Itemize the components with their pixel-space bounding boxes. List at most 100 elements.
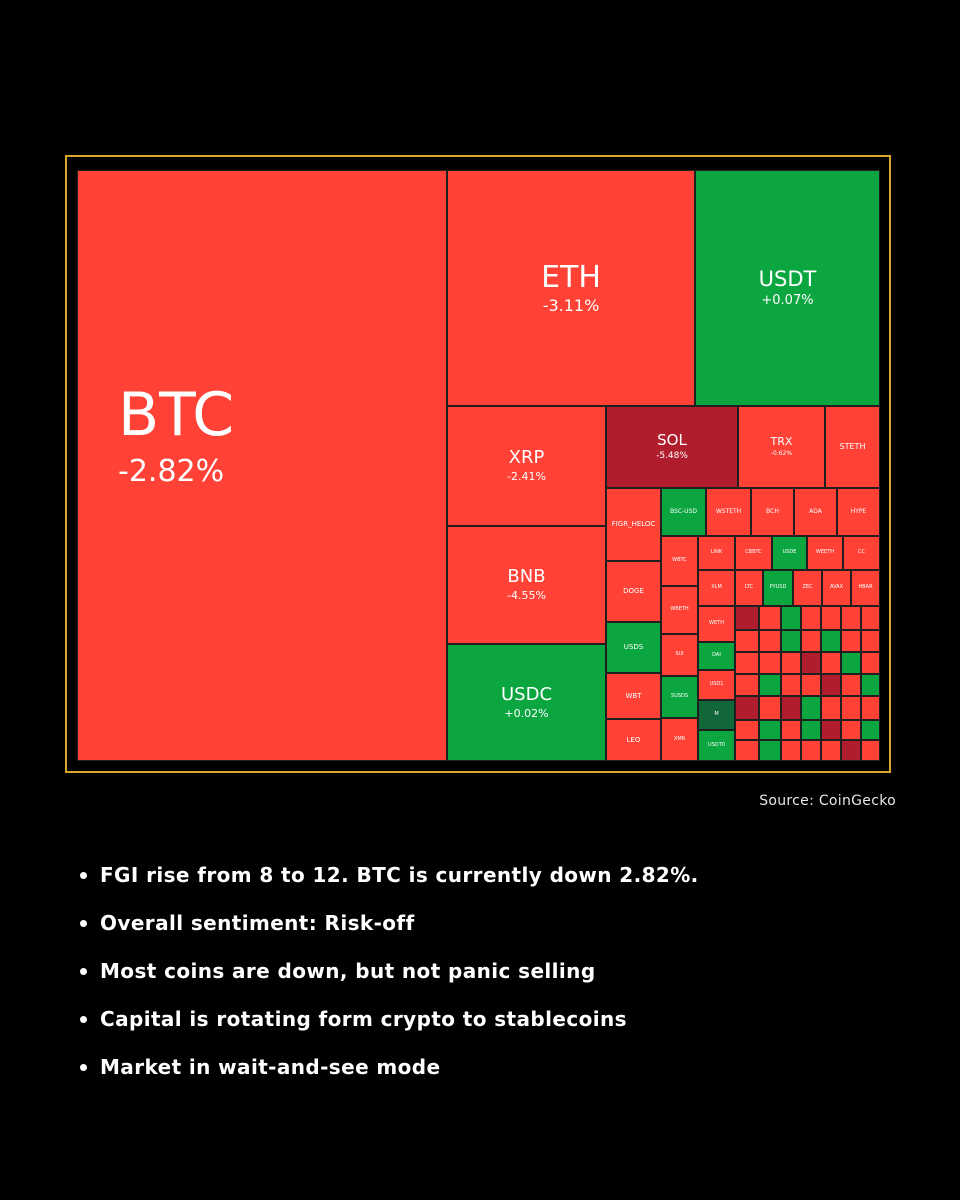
bullet-dot-icon (80, 1016, 87, 1023)
tile-sol[interactable]: SOL -5.48% (606, 406, 738, 488)
tile-wsteth[interactable]: WSTETH (706, 488, 751, 536)
tile-small[interactable] (759, 740, 781, 761)
tile-small[interactable] (781, 674, 801, 696)
tile-small[interactable] (861, 674, 880, 696)
tile-cbbtc[interactable]: CBBTC (735, 536, 772, 570)
tile-small[interactable] (821, 674, 841, 696)
tile-small[interactable] (801, 696, 821, 720)
tile-pyusd[interactable]: PYUSD (763, 570, 793, 606)
tile-cc[interactable]: CC (843, 536, 880, 570)
tile-trx[interactable]: TRX -0.62% (738, 406, 825, 488)
tile-wbeth[interactable]: WBETH (661, 586, 698, 634)
tile-small[interactable] (821, 696, 841, 720)
tile-dai[interactable]: DAI (698, 642, 735, 670)
tile-link[interactable]: LINK (698, 536, 735, 570)
tile-small[interactable] (759, 630, 781, 652)
tile-usds[interactable]: USDS (606, 622, 661, 673)
tile-usd1[interactable]: USD1 (698, 670, 735, 700)
tile-zec[interactable]: ZEC (793, 570, 822, 606)
tile-small[interactable] (841, 740, 861, 761)
tile-small[interactable] (821, 740, 841, 761)
tile-usdc[interactable]: USDC +0.02% (447, 644, 606, 761)
tile-small[interactable] (735, 630, 759, 652)
tile-small[interactable] (821, 606, 841, 630)
tile-doge[interactable]: DOGE (606, 561, 661, 622)
tile-m[interactable]: M (698, 700, 735, 730)
bullet-dot-icon (80, 1064, 87, 1071)
tile-usdt0[interactable]: USDT0 (698, 730, 735, 761)
tile-eth[interactable]: ETH -3.11% (447, 170, 695, 406)
tile-small[interactable] (841, 606, 861, 630)
tile-hbar[interactable]: HBAR (851, 570, 880, 606)
tile-wbtc[interactable]: WBTC (661, 536, 698, 586)
tile-small[interactable] (801, 720, 821, 740)
tile-figr-heloc[interactable]: FIGR_HELOC (606, 488, 661, 561)
tile-small[interactable] (861, 696, 880, 720)
tile-small[interactable] (841, 630, 861, 652)
tile-symbol: HYPE (850, 507, 867, 515)
tile-xlm[interactable]: XLM (698, 570, 735, 606)
tile-small[interactable] (735, 652, 759, 674)
tile-small[interactable] (801, 740, 821, 761)
tile-small[interactable] (759, 606, 781, 630)
tile-small[interactable] (841, 720, 861, 740)
tile-susds[interactable]: SUSDS (661, 676, 698, 718)
tile-steth[interactable]: STETH (825, 406, 880, 488)
tile-small[interactable] (759, 674, 781, 696)
tile-small[interactable] (821, 630, 841, 652)
tile-usdt[interactable]: USDT +0.07% (695, 170, 880, 406)
tile-ltc[interactable]: LTC (735, 570, 763, 606)
tile-usde[interactable]: USDE (772, 536, 807, 570)
tile-hype[interactable]: HYPE (837, 488, 880, 536)
tile-bsc-usd[interactable]: BSC-USD (661, 488, 706, 536)
tile-sui[interactable]: SUI (661, 634, 698, 676)
tile-symbol: ETH (541, 259, 601, 295)
tile-small[interactable] (861, 630, 880, 652)
tile-small[interactable] (841, 696, 861, 720)
tile-small[interactable] (735, 674, 759, 696)
tile-small[interactable] (801, 630, 821, 652)
tile-small[interactable] (759, 720, 781, 740)
tile-small[interactable] (735, 606, 759, 630)
tile-wbt[interactable]: WBT (606, 673, 661, 719)
tile-symbol: AVAX (829, 584, 844, 591)
tile-small[interactable] (841, 674, 861, 696)
tile-xmr[interactable]: XMR (661, 718, 698, 761)
tile-xrp[interactable]: XRP -2.41% (447, 406, 606, 526)
tile-small[interactable] (861, 740, 880, 761)
tile-symbol: USDC (500, 683, 553, 705)
tile-avax[interactable]: AVAX (822, 570, 851, 606)
tile-small[interactable] (735, 720, 759, 740)
tile-small[interactable] (781, 606, 801, 630)
tile-symbol: CC (858, 549, 865, 556)
tile-bnb[interactable]: BNB -4.55% (447, 526, 606, 644)
tile-small[interactable] (759, 652, 781, 674)
tile-small[interactable] (781, 630, 801, 652)
tile-small[interactable] (861, 652, 880, 674)
tile-small[interactable] (801, 674, 821, 696)
tile-small[interactable] (735, 740, 759, 761)
tile-small[interactable] (759, 696, 781, 720)
tile-small[interactable] (841, 652, 861, 674)
tile-small[interactable] (801, 652, 821, 674)
tile-small[interactable] (781, 652, 801, 674)
tile-bch[interactable]: BCH (751, 488, 794, 536)
tile-small[interactable] (861, 720, 880, 740)
tile-leo[interactable]: LEO (606, 719, 661, 761)
tile-small[interactable] (861, 606, 880, 630)
tile-small[interactable] (821, 652, 841, 674)
tile-symbol: USDS (623, 643, 644, 652)
tile-small[interactable] (801, 606, 821, 630)
tile-symbol: WETH (709, 620, 724, 627)
tile-btc[interactable]: BTC -2.82% (77, 170, 447, 761)
tile-small[interactable] (781, 740, 801, 761)
tile-ada[interactable]: ADA (794, 488, 837, 536)
tile-weth[interactable]: WETH (698, 606, 735, 642)
tile-small[interactable] (781, 720, 801, 740)
tile-small[interactable] (735, 696, 759, 720)
bullet-dot-icon (80, 872, 87, 879)
tile-symbol: DOGE (623, 587, 644, 596)
tile-weeth[interactable]: WEETH (807, 536, 843, 570)
tile-small[interactable] (821, 720, 841, 740)
tile-small[interactable] (781, 696, 801, 720)
